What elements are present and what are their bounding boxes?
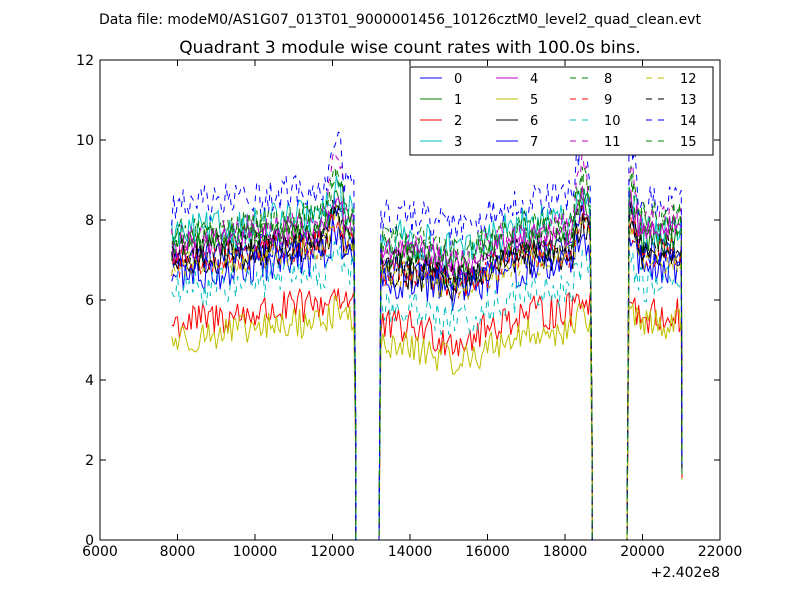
x-tick-label: 18000	[543, 544, 588, 560]
legend-label: 2	[454, 114, 462, 129]
series-6-line	[171, 206, 683, 541]
legend-label: 3	[454, 135, 462, 150]
series-8-line	[171, 165, 683, 541]
x-tick-label: 22000	[698, 544, 743, 560]
y-tick-label: 12	[76, 53, 94, 69]
series-3-line	[171, 175, 683, 541]
legend-label: 10	[604, 114, 621, 129]
legend-label: 4	[530, 72, 538, 87]
legend-label: 0	[454, 72, 462, 87]
x-tick-label: 8000	[160, 544, 196, 560]
legend-label: 15	[680, 135, 697, 150]
x-tick-label: 10000	[233, 544, 278, 560]
y-tick-label: 8	[85, 213, 94, 229]
y-tick-label: 2	[85, 453, 94, 469]
legend-label: 8	[604, 72, 612, 87]
chart-title: Quadrant 3 module wise count rates with …	[179, 38, 640, 58]
series-11-line	[171, 148, 683, 541]
series-10-line	[171, 241, 683, 541]
legend-label: 13	[680, 93, 697, 108]
legend-box	[409, 66, 714, 156]
x-tick-label: 16000	[465, 544, 510, 560]
plot-area	[171, 107, 683, 541]
chart-supertitle: Data file: modeM0/AS1G07_013T01_90000014…	[99, 12, 701, 28]
legend-label: 12	[680, 72, 697, 87]
x-tick-label: 12000	[310, 544, 355, 560]
series-1-line	[171, 190, 683, 541]
legend-label: 1	[454, 93, 462, 108]
legend-label: 9	[604, 93, 612, 108]
y-tick-label: 0	[85, 533, 94, 549]
x-tick-label: 14000	[388, 544, 433, 560]
x-axis: 6000 8000 10000 12000 14000 16000 18000 20000 22…	[82, 60, 742, 560]
legend-label: 7	[530, 135, 538, 150]
series-4-line	[171, 186, 683, 541]
legend-label: 5	[530, 93, 538, 108]
y-tick-label: 6	[85, 293, 94, 309]
y-tick-label: 4	[85, 373, 94, 389]
x-offset-label: +2.402e8	[651, 565, 720, 581]
x-tick-label: 20000	[620, 544, 665, 560]
series-2-line	[171, 287, 683, 541]
legend-label: 11	[604, 135, 621, 150]
legend-label: 6	[530, 114, 538, 129]
series-13-line	[171, 200, 683, 541]
series-7-line	[171, 216, 683, 541]
x-tick-label: 6000	[82, 544, 118, 560]
series-9-line	[171, 205, 683, 541]
y-tick-label: 10	[76, 133, 94, 149]
series-5-line	[171, 295, 683, 541]
legend-label: 14	[680, 114, 697, 129]
